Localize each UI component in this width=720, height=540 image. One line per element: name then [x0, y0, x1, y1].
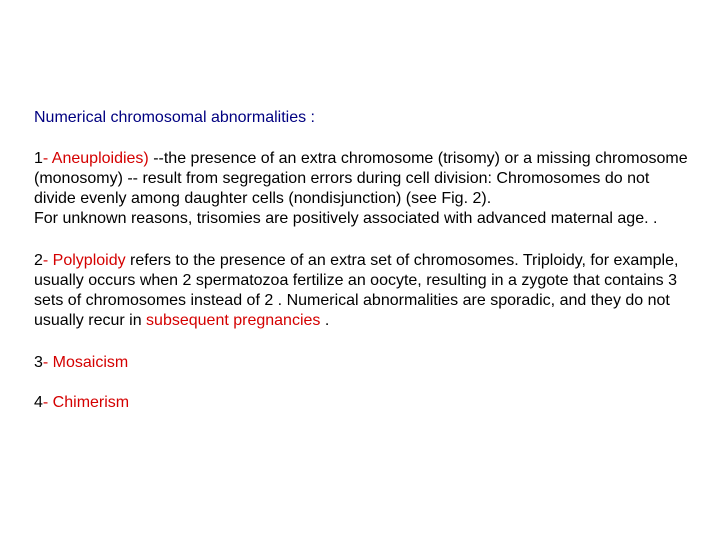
item-2-prefix: 2 [34, 252, 43, 269]
slide-content: Numerical chromosomal abnormalities : 1-… [0, 0, 720, 540]
item-2-emph: subsequent pregnancies [146, 312, 320, 329]
section-title: Numerical chromosomal abnormalities : [34, 108, 690, 129]
item-1-text2: For unknown reasons, trisomies are posit… [34, 210, 657, 227]
item-1-prefix: 1 [34, 150, 43, 167]
item-2: 2- Polyploidy refers to the presence of … [34, 251, 690, 331]
item-3-term: - Mosaicism [43, 354, 128, 371]
item-4: 4- Chimerism [34, 393, 690, 413]
item-4-term: - Chimerism [43, 394, 129, 411]
item-2-term: - Polyploidy [43, 252, 126, 269]
item-3-prefix: 3 [34, 354, 43, 371]
item-1-term: - Aneuploidies) [43, 150, 149, 167]
item-2-tail: . [320, 312, 329, 329]
item-2-text1: refers to the presence of an extra set o… [34, 252, 678, 329]
item-1: 1- Aneuploidies) --the presence of an ex… [34, 149, 690, 229]
item-4-prefix: 4 [34, 394, 43, 411]
item-3: 3- Mosaicism [34, 353, 690, 373]
